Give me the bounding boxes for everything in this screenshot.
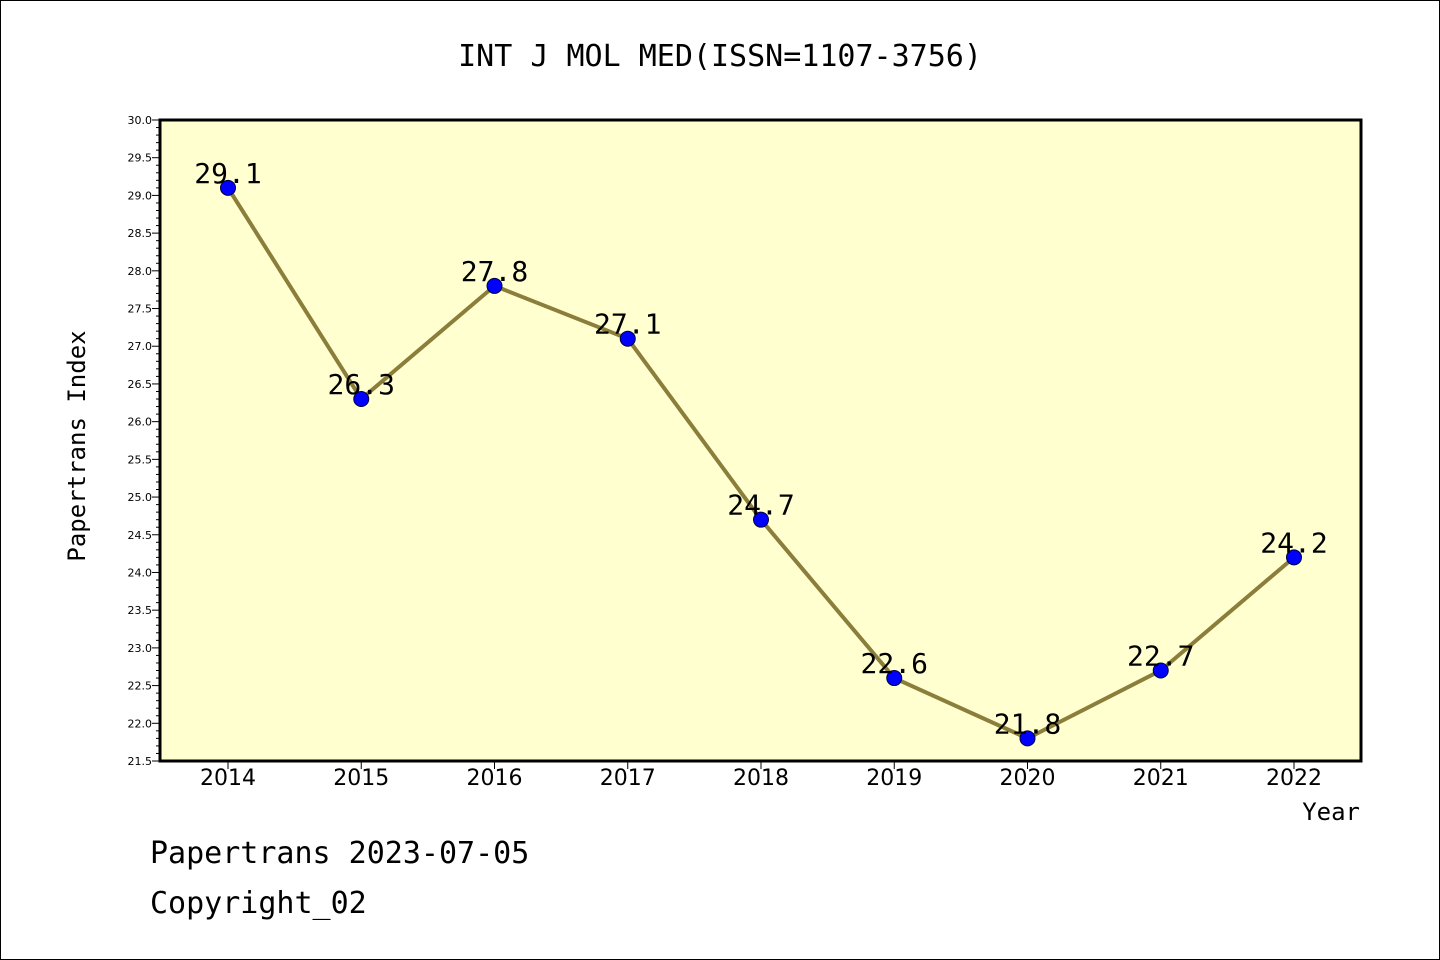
data-label: 26.3 — [328, 368, 395, 401]
data-label: 29.1 — [194, 157, 261, 190]
x-tick-label: 2016 — [467, 766, 523, 791]
y-tick-label: 25.0 — [128, 491, 153, 504]
y-tick-label: 23.5 — [128, 604, 153, 617]
data-labels: 29.1 26.3 27.8 27.1 24.7 22.6 21.8 22.7 24.2 — [194, 157, 1327, 741]
data-label: 22.6 — [861, 647, 928, 680]
data-point — [886, 670, 903, 687]
data-point — [486, 277, 503, 294]
footer-copyright: Copyright_02 — [150, 886, 367, 921]
data-label: 24.7 — [727, 489, 794, 522]
plot-frame — [158, 118, 1363, 763]
y-tick-label: 25.5 — [128, 453, 153, 466]
y-tick-label: 22.0 — [128, 717, 153, 730]
data-label: 27.8 — [461, 255, 528, 288]
series-markers — [220, 179, 1302, 747]
x-tick-label: 2015 — [333, 766, 389, 791]
data-point — [1286, 549, 1302, 566]
plot-area — [160, 120, 1361, 761]
x-tick-label: 2018 — [733, 766, 789, 791]
y-tick-label: 27.0 — [128, 340, 153, 353]
data-point — [619, 330, 636, 347]
x-tick-label: 2020 — [1000, 766, 1056, 791]
x-tick-label: 2014 — [200, 766, 256, 791]
data-label: 22.7 — [1127, 640, 1194, 673]
y-tick-label: 30.0 — [128, 114, 153, 127]
data-label: 24.2 — [1260, 526, 1327, 559]
x-axis-label: Year — [1302, 798, 1360, 826]
x-tick-label: 2022 — [1266, 766, 1322, 791]
y-tick-label: 28.5 — [128, 227, 153, 240]
y-tick-label: 21.5 — [128, 755, 153, 768]
y-tick-label: 28.0 — [128, 265, 153, 278]
x-tick-label: 2019 — [866, 766, 922, 791]
data-point — [753, 511, 769, 528]
y-tick-label: 23.0 — [128, 642, 153, 655]
footer-date: Papertrans 2023-07-05 — [150, 836, 530, 871]
data-point — [220, 179, 236, 196]
y-tick-label: 29.0 — [128, 189, 153, 202]
y-axis-label: Papertrans Index — [63, 330, 91, 561]
y-tick-label: 29.5 — [128, 152, 153, 165]
x-tick-label: 2021 — [1133, 766, 1189, 791]
y-tick-label: 26.5 — [128, 378, 153, 391]
data-label: 27.1 — [594, 308, 661, 341]
y-tick-label: 27.5 — [128, 303, 153, 316]
x-tick-label: 2017 — [600, 766, 656, 791]
y-tick-label: 24.5 — [128, 529, 153, 542]
y-tick-label: 26.0 — [128, 416, 153, 429]
data-label: 21.8 — [994, 707, 1061, 740]
data-point — [1019, 730, 1036, 747]
y-tick-label: 24.0 — [128, 566, 153, 579]
data-point — [353, 391, 370, 408]
y-tick-label: 22.5 — [128, 680, 153, 693]
chart-title: INT J MOL MED(ISSN=1107-3756) — [458, 39, 982, 74]
data-point — [1152, 662, 1169, 679]
axes: 21.5 22.0 22.5 23.0 23.5 24.0 24.5 25.0 25.5 26.0… — [128, 114, 1323, 791]
